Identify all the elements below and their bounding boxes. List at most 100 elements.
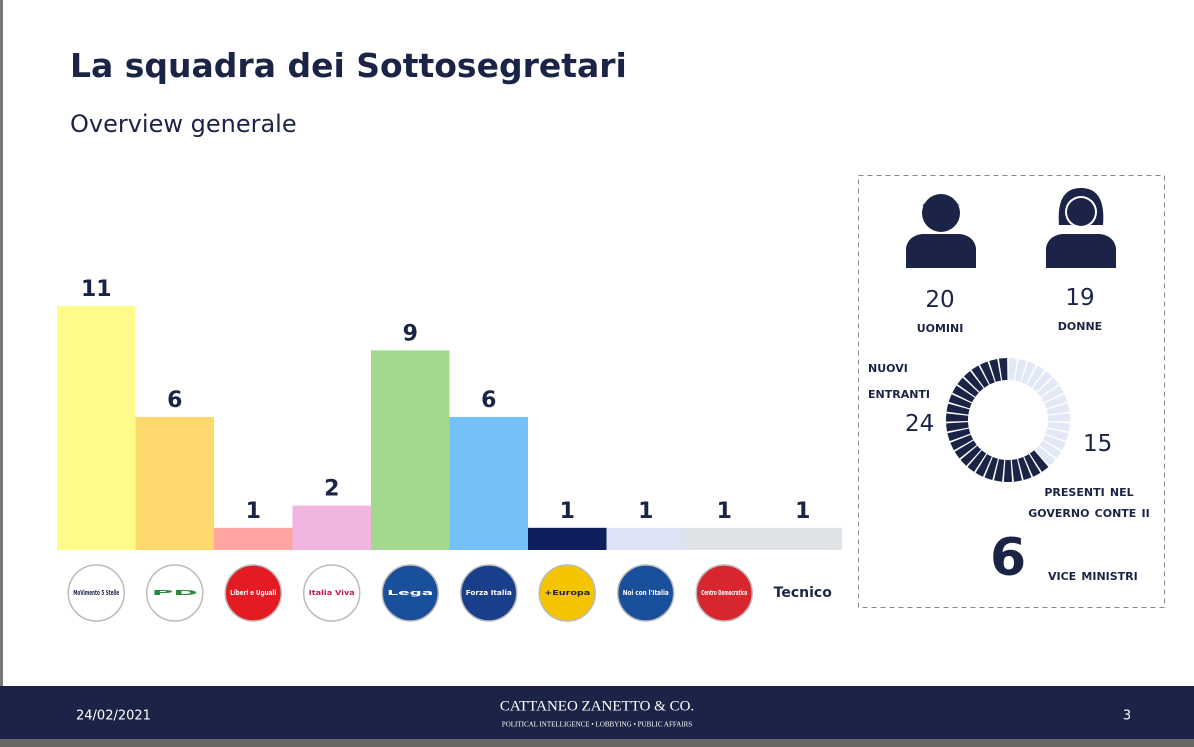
- value-label: 9: [403, 321, 418, 346]
- x-tick-label: +Europa: [544, 589, 590, 597]
- value-label: 1: [795, 499, 810, 524]
- left-border: [0, 0, 3, 747]
- donut-segment: [948, 394, 972, 409]
- bar: [763, 527, 842, 550]
- donut-segment: [1018, 457, 1032, 480]
- bar: [135, 416, 214, 550]
- donut-segment: [1046, 403, 1070, 415]
- donut-segment: [998, 358, 1008, 381]
- previous-label: Presenti nel governo Conte II: [1028, 482, 1150, 521]
- x-tick-label: Centro Democratico: [701, 589, 747, 597]
- party-logo: [381, 564, 439, 622]
- vice-value: 6: [990, 528, 1027, 588]
- party-logo: [460, 564, 518, 622]
- value-label: 6: [481, 388, 496, 413]
- donut-segment: [1024, 454, 1041, 477]
- party-logo: [67, 564, 125, 622]
- footer-tagline: POLITICAL INTELLIGENCE • LOBBYING • PUBL…: [502, 721, 693, 729]
- donut-segment: [947, 428, 971, 442]
- donut-segment: [952, 385, 975, 403]
- panel-border: [858, 175, 1165, 608]
- donut-segment: [957, 377, 979, 397]
- party-logo: [303, 564, 361, 622]
- value-label: 11: [81, 277, 112, 302]
- subtitle: Overview generale: [70, 110, 297, 138]
- x-tick-label: Noi con l'Italia: [623, 589, 669, 597]
- party-logo: [224, 564, 282, 622]
- women-value: 19: [1065, 285, 1095, 311]
- footer-company: CATTANEO ZANETTO & CO.: [500, 698, 694, 714]
- vice-label: Vice ministri: [1048, 566, 1138, 584]
- donut-segment: [1032, 370, 1053, 392]
- donut-segment: [971, 365, 989, 388]
- donut-segment: [945, 413, 969, 422]
- x-tick-label: MoVimento 5 Stelle: [73, 589, 119, 597]
- donut-segment: [1044, 394, 1068, 409]
- value-label: 1: [638, 499, 653, 524]
- men-label: Uomini: [916, 318, 964, 336]
- donut-segment: [1041, 385, 1064, 403]
- value-label: 1: [246, 499, 261, 524]
- x-tick-label: Lega: [387, 589, 434, 597]
- party-logo: [146, 564, 204, 622]
- donut-segment: [975, 454, 992, 477]
- bar: [292, 505, 371, 550]
- donut-segment: [963, 370, 984, 392]
- donut-segment: [994, 458, 1005, 482]
- new-value: 24: [905, 411, 935, 437]
- previous-value: 15: [1083, 431, 1113, 457]
- bar: [606, 527, 685, 550]
- bar: [371, 350, 450, 550]
- bar: [449, 416, 528, 550]
- donut-segment: [1047, 413, 1071, 422]
- women-label: Donne: [1057, 316, 1103, 334]
- title: La squadra dei Sottosegretari: [70, 46, 627, 85]
- party-logo: [617, 564, 675, 622]
- woman-icon: [1046, 188, 1116, 268]
- donut-segment: [950, 434, 974, 451]
- bar: [685, 527, 764, 550]
- x-tick-label: Tecnico: [774, 585, 833, 601]
- x-tick-label: Italia Viva: [309, 589, 355, 597]
- donut-segment: [1014, 358, 1027, 382]
- value-label: 1: [717, 499, 732, 524]
- donut-segment: [1034, 445, 1056, 466]
- donut-segment: [1029, 450, 1049, 472]
- page-number: 3: [1123, 709, 1131, 724]
- donut-segment: [946, 422, 969, 432]
- new-label: Nuovi entranti: [868, 358, 931, 402]
- man-icon: [906, 194, 976, 268]
- donut-segment: [1027, 365, 1045, 388]
- bar: [528, 527, 607, 550]
- donut-segment: [984, 457, 998, 480]
- donut-segment: [967, 450, 987, 472]
- x-tick-label: PD: [152, 589, 199, 597]
- donut-segment: [1047, 422, 1070, 432]
- bottom-edge: [0, 739, 1194, 747]
- value-label: 1: [560, 499, 575, 524]
- donut-segment: [1011, 458, 1022, 482]
- donut-segment: [954, 440, 977, 459]
- donut-segment: [960, 445, 982, 466]
- party-logo: [695, 564, 753, 622]
- value-label: 6: [167, 388, 182, 413]
- value-label: 2: [324, 477, 339, 502]
- bar: [214, 527, 293, 550]
- donut-segment: [1039, 440, 1062, 459]
- bar: [57, 306, 136, 550]
- donut-segment: [1021, 361, 1037, 385]
- men-value: 20: [925, 287, 955, 313]
- footer-date: 24/02/2021: [76, 709, 151, 724]
- donut-segment: [946, 403, 970, 415]
- donut-segment: [1003, 459, 1013, 482]
- footer-bar: [0, 686, 1194, 739]
- donut-segment: [979, 361, 995, 385]
- x-tick-label: Liberi e Uguali: [230, 589, 276, 597]
- donut-segment: [1045, 428, 1069, 442]
- x-tick-label: Forza Italia: [466, 589, 512, 597]
- donut-segment: [1042, 434, 1066, 451]
- donut-segment: [1037, 377, 1059, 397]
- donut-segment: [1008, 358, 1018, 381]
